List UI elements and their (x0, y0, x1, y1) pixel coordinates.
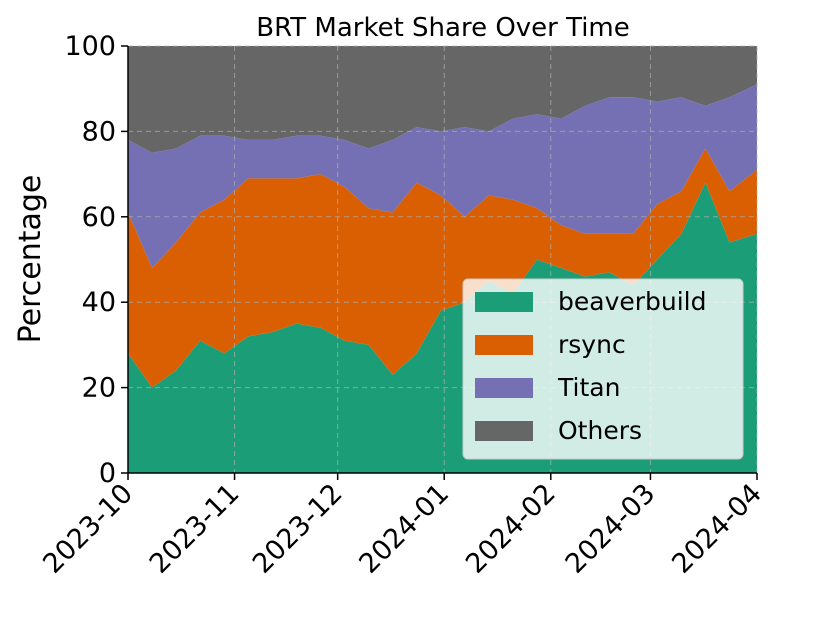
y-ticks: 0 20 40 60 80 100 (64, 31, 128, 489)
legend-swatch (475, 292, 533, 312)
y-axis-label: Percentage (13, 175, 48, 344)
legend: beaverbuild rsync Titan Others (462, 278, 744, 460)
area-others (128, 46, 757, 153)
x-tick-label: 2024-01 (353, 478, 455, 580)
legend-swatch (475, 335, 533, 355)
legend-label: rsync (558, 330, 626, 359)
x-tick-label: 2023-12 (247, 478, 349, 580)
x-ticks: 2023-10 2023-11 2023-12 2024-01 2024-022024-… (37, 473, 768, 580)
y-tick-label: 40 (82, 287, 116, 318)
x-tick-label: 2024-03 (560, 478, 662, 580)
y-tick-label: 100 (64, 31, 116, 62)
axes (127, 46, 757, 474)
y-tick-label: 20 (82, 373, 116, 404)
legend-label: beaverbuild (558, 287, 707, 316)
chart-title: BRT Market Share Over Time (256, 13, 630, 43)
legend-label: Others (558, 416, 642, 445)
x-tick-label: 2024-02 (460, 478, 562, 580)
y-tick-label: 60 (82, 202, 116, 233)
area-rsync (128, 148, 757, 388)
y-tick-label: 80 (82, 116, 116, 147)
legend-label: Titan (557, 373, 620, 402)
legend-box (462, 278, 744, 460)
x-tick-label: 2024-04 (666, 478, 768, 580)
x-tick-label: 2023-11 (144, 478, 246, 580)
y-tick-label: 0 (99, 458, 116, 489)
legend-swatch (475, 378, 533, 398)
legend-swatch (475, 421, 533, 441)
area-titan (128, 84, 757, 269)
x-tick-label: 2023-10 (37, 478, 139, 580)
